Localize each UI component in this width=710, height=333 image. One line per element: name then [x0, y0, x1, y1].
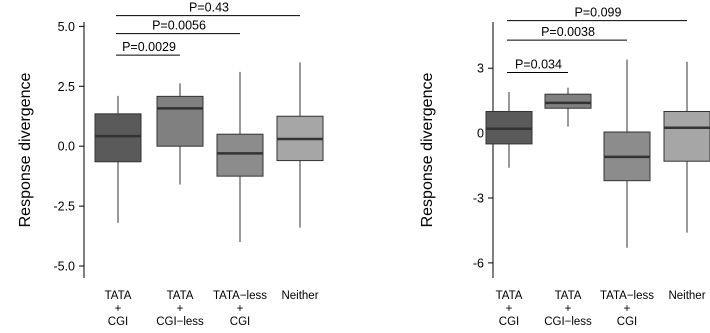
- p-value-label: P=0.0038: [541, 25, 595, 39]
- x-category-label: CGI: [230, 316, 250, 328]
- box-iqr: [663, 110, 710, 162]
- x-category-label: CGI: [108, 316, 128, 328]
- box-iqr: [544, 93, 592, 109]
- box-iqr: [216, 133, 264, 177]
- box-iqr: [94, 113, 142, 163]
- x-category-label: TATA: [555, 290, 582, 302]
- x-category-label: +: [565, 303, 572, 315]
- x-category-label: +: [177, 303, 184, 315]
- x-category-label: CGI: [617, 316, 637, 328]
- x-category-label: +: [115, 303, 122, 315]
- x-category-label: +: [506, 303, 513, 315]
- y-axis-label: Response divergence: [17, 73, 34, 228]
- y-tick-label: -3: [473, 191, 484, 205]
- y-tick-label: 2.5: [58, 80, 75, 94]
- x-category-label: TATA: [167, 290, 194, 302]
- x-category-label: Neither: [281, 290, 318, 302]
- x-category-label: +: [624, 303, 631, 315]
- y-axis-label: Response divergence: [419, 73, 436, 228]
- x-category-label: TATA: [496, 290, 523, 302]
- y-tick-label: -5.0: [53, 260, 75, 274]
- left-panel: -5.0 -2.5 0.0 2.5 5.0 Response divergence TATA…: [17, 1, 324, 328]
- x-category-label: CGI−less: [156, 316, 204, 328]
- y-tick-label: 0: [477, 127, 484, 141]
- p-value-label: P=0.099: [575, 6, 622, 20]
- y-tick-label: -2.5: [53, 200, 75, 214]
- x-category-label: TATA: [105, 290, 132, 302]
- p-value-label: P=0.0056: [152, 19, 206, 33]
- x-category-label: TATA−less: [213, 290, 267, 302]
- x-category-label: +: [237, 303, 244, 315]
- p-value-label: P=0.0029: [122, 40, 176, 54]
- x-category-label: CGI−less: [544, 316, 592, 328]
- y-tick-label: 3: [477, 62, 484, 76]
- x-category-label: Neither: [668, 290, 705, 302]
- box-iqr: [156, 95, 204, 147]
- p-value-label: P=0.43: [189, 1, 229, 15]
- p-value-label: P=0.034: [515, 58, 562, 72]
- x-category-label: CGI: [499, 316, 519, 328]
- y-tick-label: -6: [473, 256, 484, 270]
- x-category-label: TATA−less: [600, 290, 654, 302]
- y-tick-label: 0.0: [58, 140, 75, 154]
- y-tick-label: 5.0: [58, 20, 75, 34]
